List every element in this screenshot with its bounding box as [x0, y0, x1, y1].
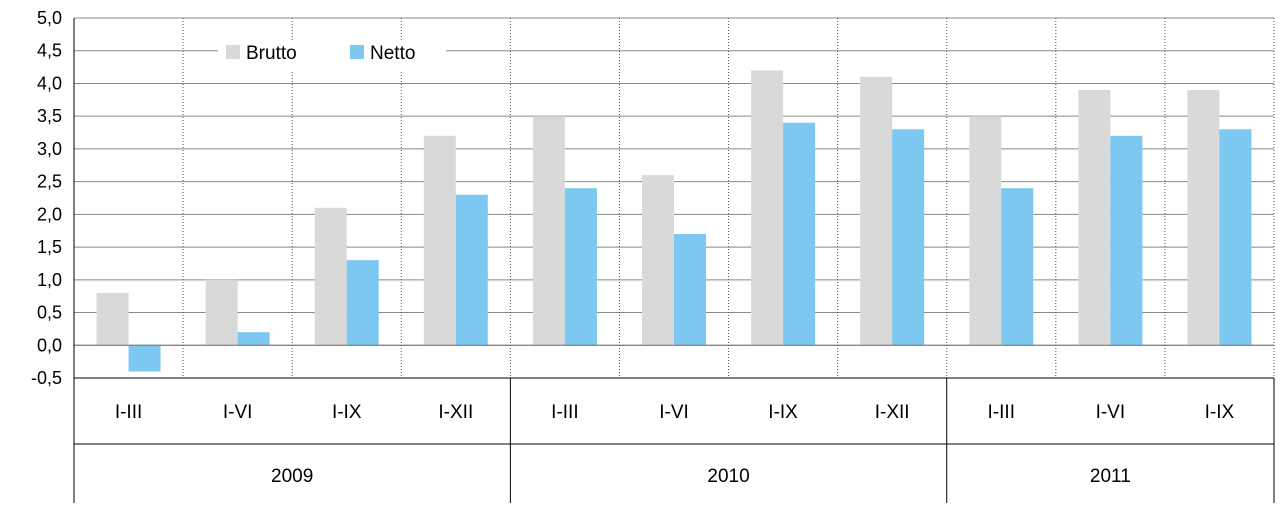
bar-netto — [1001, 188, 1034, 346]
y-tick-label: 1,5 — [37, 237, 62, 257]
y-tick-label: 0,0 — [37, 335, 62, 355]
bar-netto — [1219, 129, 1252, 346]
x-tick-label: I-VI — [659, 402, 689, 423]
bar-netto — [783, 122, 816, 346]
y-tick-label: 5,0 — [37, 8, 62, 28]
bar-netto — [892, 129, 925, 346]
y-tick-label: 4,0 — [37, 73, 62, 93]
legend-label-brutto: Brutto — [246, 43, 297, 64]
bar-brutto — [969, 116, 1002, 346]
x-tick-label: I-III — [551, 402, 578, 423]
x-tick-label: I-VI — [223, 402, 253, 423]
bar-brutto — [314, 207, 347, 346]
bar-brutto — [1078, 90, 1111, 346]
bar-brutto — [751, 70, 784, 346]
bar-netto — [564, 188, 597, 346]
bar-netto — [128, 345, 161, 372]
legend-swatch-netto — [350, 45, 364, 59]
y-tick-label: 3,0 — [37, 139, 62, 159]
y-tick-label: 2,0 — [37, 204, 62, 224]
bar-brutto — [96, 292, 129, 346]
y-tick-label: -0,5 — [31, 368, 62, 388]
bar-netto — [237, 332, 270, 346]
x-tick-label: I-VI — [1096, 402, 1126, 423]
group-label: 2010 — [707, 466, 749, 487]
bars — [96, 70, 1252, 372]
group-label: 2011 — [1090, 466, 1131, 487]
bar-brutto — [860, 76, 893, 346]
bar-brutto — [423, 135, 456, 346]
bar-brutto — [205, 279, 238, 346]
bar-brutto — [642, 175, 674, 346]
x-tick-label: I-IX — [1205, 402, 1235, 423]
bar-netto — [455, 194, 488, 346]
x-tick-label: I-IX — [768, 402, 798, 423]
x-tick-label: I-III — [988, 402, 1015, 423]
x-tick-label: I-IX — [332, 402, 362, 423]
legend: Brutto Netto — [218, 40, 446, 70]
y-tick-label: 0,5 — [37, 303, 62, 323]
bar-netto — [1110, 135, 1143, 346]
y-tick-label: 1,0 — [37, 270, 62, 290]
x-tick-label: I-III — [115, 402, 142, 423]
legend-label-netto: Netto — [370, 43, 415, 64]
x-tick-label: I-XII — [438, 402, 473, 423]
bar-brutto — [532, 116, 565, 346]
y-tick-label: 4,5 — [37, 41, 62, 61]
legend-box — [218, 40, 446, 70]
y-tick-label: 3,5 — [37, 106, 62, 126]
bar-netto — [674, 234, 706, 346]
bar-brutto — [1187, 90, 1220, 346]
bar-netto — [346, 260, 379, 346]
axes: -0,5 0,0 0,5 1,0 1,5 2,0 2,5 3,0 3,5 4,0 4,5 5,0 I-I… — [31, 8, 1275, 503]
x-tick-label: I-XII — [875, 402, 910, 423]
group-label: 2009 — [271, 466, 313, 487]
legend-swatch-brutto — [226, 45, 240, 59]
y-tick-label: 2,5 — [37, 172, 62, 192]
